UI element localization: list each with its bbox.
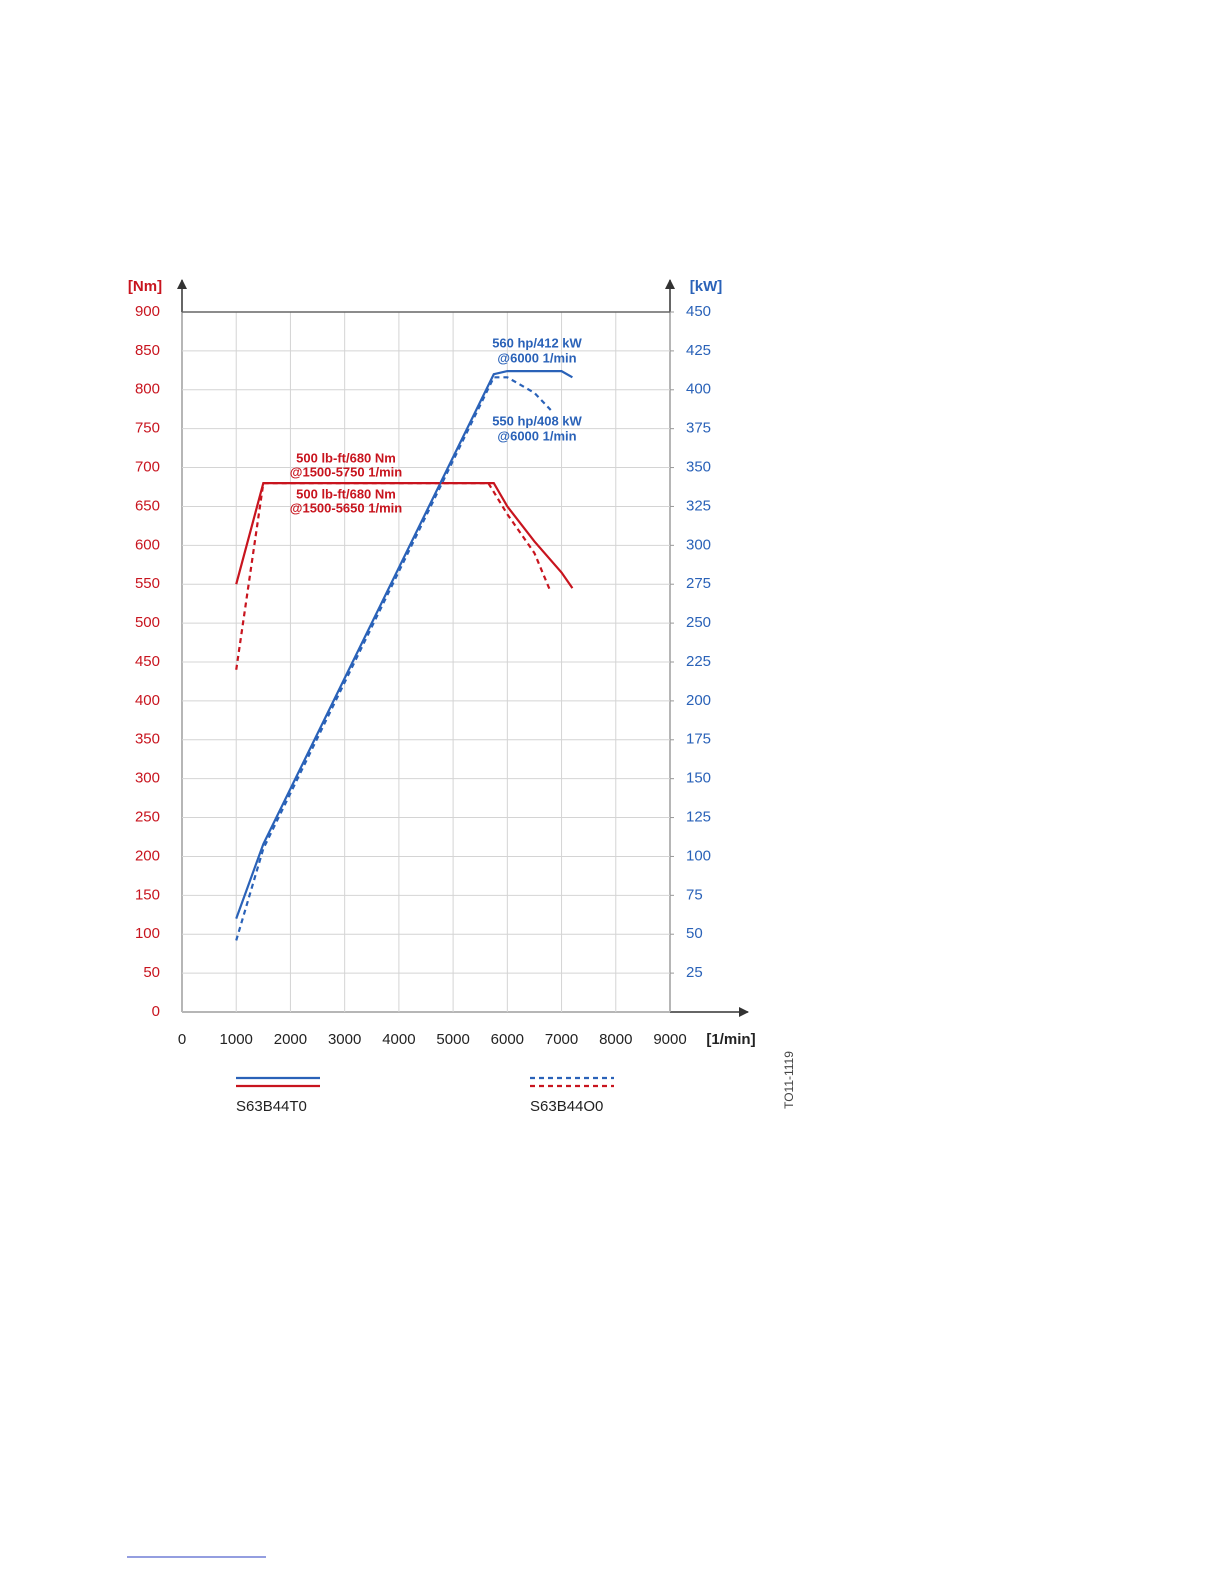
annotation: @1500-5750 1/min [290, 464, 402, 479]
y2-tick-label: 400 [686, 381, 711, 398]
y2-tick-label: 25 [686, 964, 703, 981]
legend-label: S63B44O0 [530, 1098, 603, 1115]
y2-axis-label: [kW] [690, 278, 723, 295]
y-tick-label: 300 [135, 770, 160, 787]
y-tick-label: 350 [135, 731, 160, 748]
y-tick-label: 450 [135, 653, 160, 670]
y2-tick-label: 50 [686, 925, 703, 942]
x-tick-label: 2000 [274, 1031, 307, 1048]
torque-line [235, 482, 574, 589]
y-tick-label: 800 [135, 381, 160, 398]
y2-tick-label: 350 [686, 459, 711, 476]
y2-tick-label: 450 [686, 303, 711, 320]
annotation: 560 hp/412 kW [492, 335, 582, 350]
x-tick-label: 1000 [220, 1031, 253, 1048]
annotation: 550 hp/408 kW [492, 413, 582, 428]
torque-line [235, 482, 552, 670]
y2-tick-label: 200 [686, 692, 711, 709]
y-tick-label: 600 [135, 536, 160, 553]
y2-tick-label: 75 [686, 886, 703, 903]
y-tick-label: 100 [135, 925, 160, 942]
y2-tick-label: 150 [686, 770, 711, 787]
power-line [235, 370, 573, 920]
y-tick-label: 650 [135, 497, 160, 514]
y-tick-label: 850 [135, 342, 160, 359]
y2-tick-label: 175 [686, 731, 711, 748]
y2-tick-label: 225 [686, 653, 711, 670]
figure-code: TO11-1119 [782, 1051, 796, 1109]
x-tick-label: 7000 [545, 1031, 578, 1048]
y2-tick-label: 325 [686, 497, 711, 514]
y2-tick-label: 250 [686, 614, 711, 631]
y2-tick-label: 375 [686, 420, 711, 437]
y2-tick-label: 425 [686, 342, 711, 359]
x-tick-label: 6000 [491, 1031, 524, 1048]
x-axis-label: [1/min] [706, 1031, 755, 1048]
y2-tick-label: 300 [686, 536, 711, 553]
annotation: 500 lb-ft/680 Nm [296, 486, 396, 501]
annotation: 500 lb-ft/680 Nm [296, 450, 396, 465]
x-tick-label: 8000 [599, 1031, 632, 1048]
y-tick-label: 700 [135, 459, 160, 476]
legend-label: S63B44T0 [236, 1098, 307, 1115]
annotation: @6000 1/min [497, 350, 576, 365]
x-tick-label: 5000 [436, 1031, 469, 1048]
y-tick-label: 750 [135, 420, 160, 437]
power-line [235, 376, 552, 941]
y-tick-label: 150 [135, 886, 160, 903]
y-tick-label: 550 [135, 575, 160, 592]
y2-tick-label: 125 [686, 809, 711, 826]
y-tick-label: 900 [135, 303, 160, 320]
x-tick-label: 0 [178, 1031, 186, 1048]
x-tick-label: 4000 [382, 1031, 415, 1048]
annotation: @1500-5650 1/min [290, 500, 402, 515]
x-tick-label: 9000 [653, 1031, 686, 1048]
annotation: @6000 1/min [497, 428, 576, 443]
y-tick-label: 200 [135, 847, 160, 864]
x-tick-label: 3000 [328, 1031, 361, 1048]
y2-tick-label: 100 [686, 847, 711, 864]
y-tick-label: 250 [135, 809, 160, 826]
y2-tick-label: 275 [686, 575, 711, 592]
y-tick-label: 400 [135, 692, 160, 709]
y-tick-label: 50 [143, 964, 160, 981]
y-axis-label: [Nm] [128, 278, 162, 295]
y-tick-label: 0 [152, 1003, 160, 1020]
y-tick-label: 500 [135, 614, 160, 631]
